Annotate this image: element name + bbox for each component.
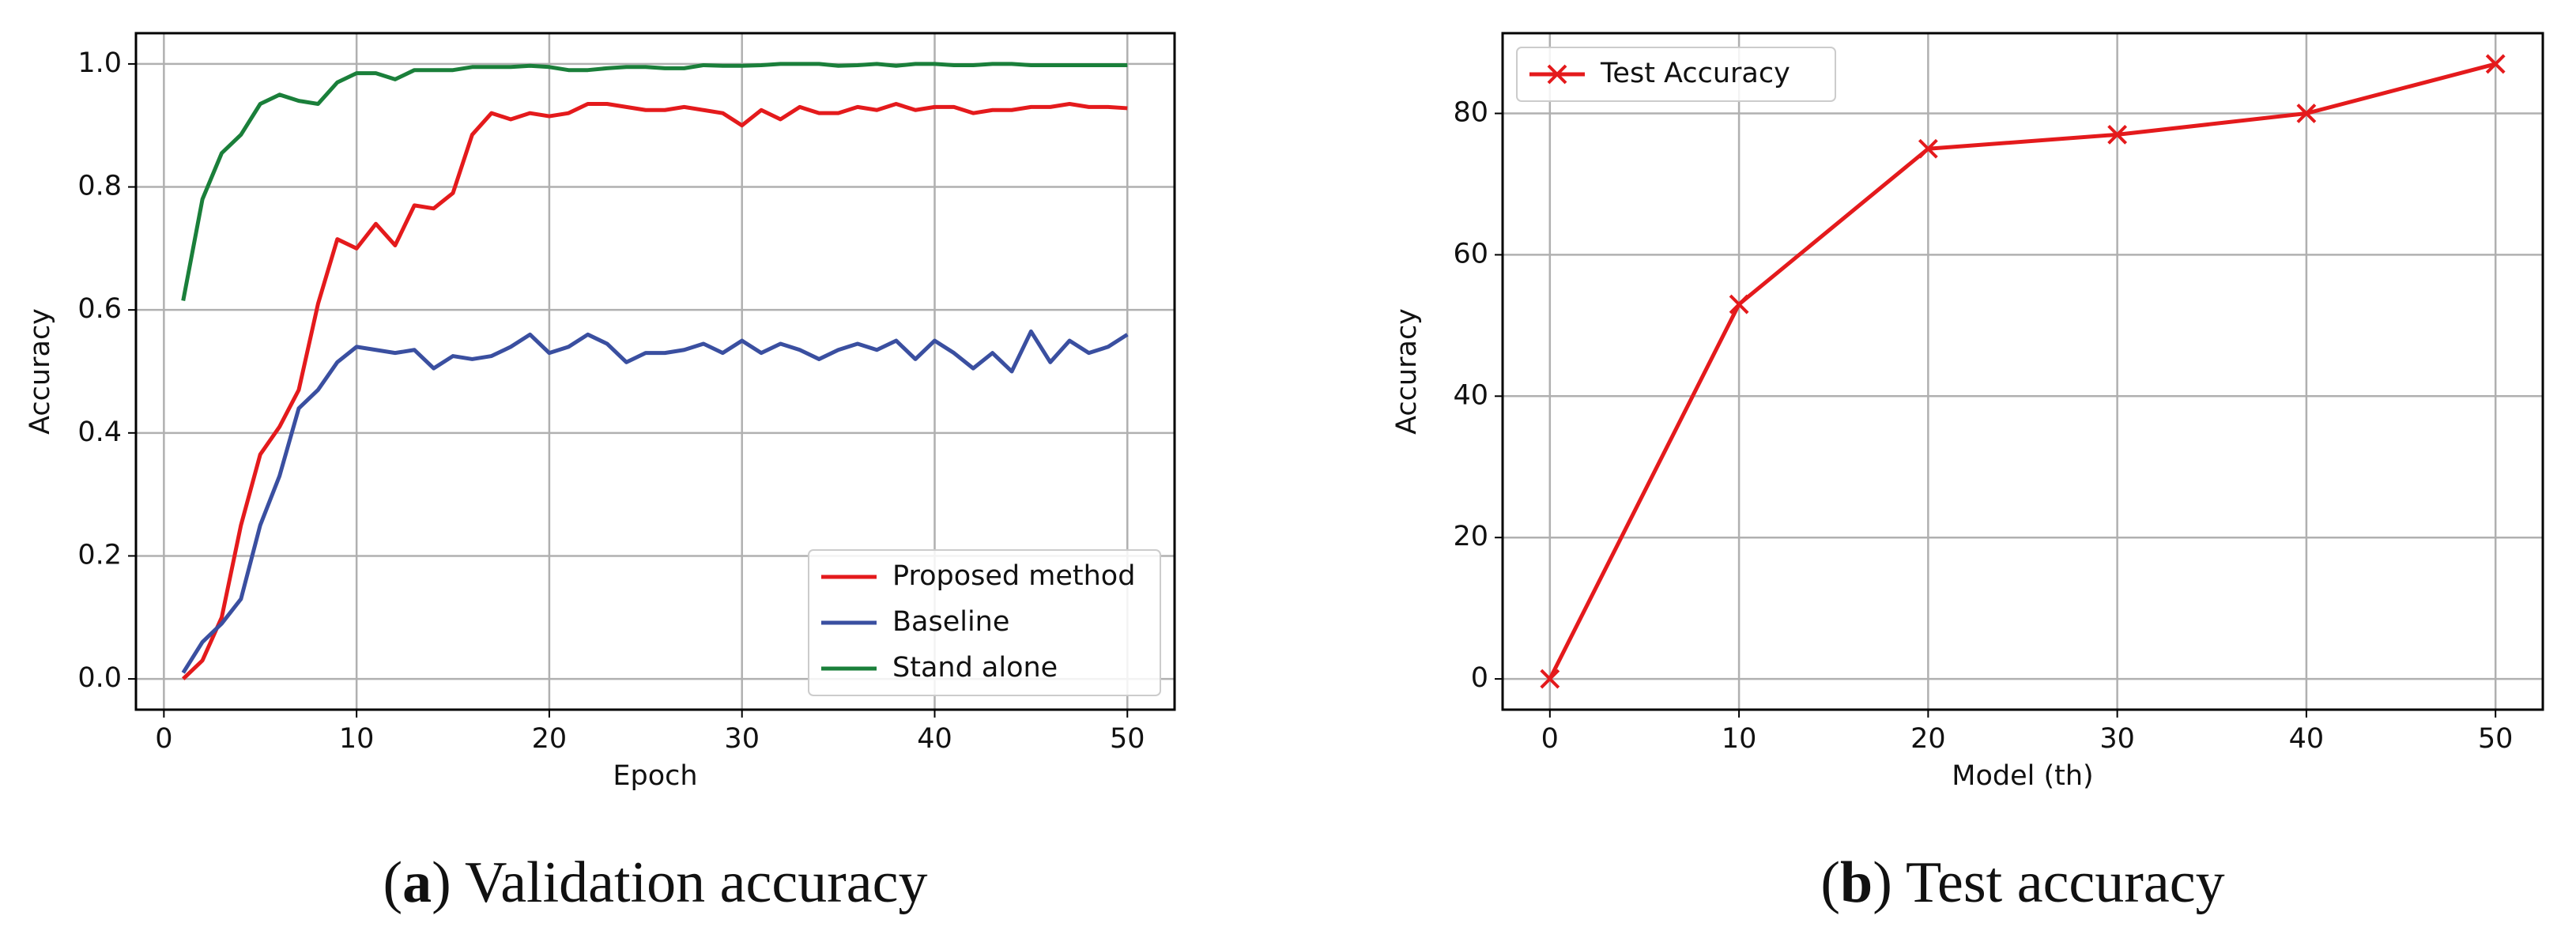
legend: Proposed method Baseline Stand alone (808, 549, 1161, 696)
x-axis-label: Epoch (613, 760, 697, 792)
series-line (181, 101, 1128, 680)
x-tick-label: 40 (2289, 723, 2325, 755)
caption-part: ) Test accuracy (1873, 850, 2224, 915)
series-line (1548, 62, 2496, 680)
y-tick-label: 80 (1453, 97, 1488, 129)
series-line (181, 329, 1129, 674)
marker (2296, 104, 2317, 123)
series-line (181, 62, 1128, 301)
y-tick-label: 0.8 (77, 171, 122, 202)
caption: (a) Validation accuracy (383, 850, 928, 915)
legend-marker (1547, 64, 1567, 85)
legend-label: Proposed method (892, 560, 1135, 592)
x-tick-label: 40 (917, 723, 952, 755)
x-tick-label: 30 (2099, 723, 2135, 755)
x-tick-label: 50 (1110, 723, 1145, 755)
x-tick-label: 50 (2478, 723, 2514, 755)
y-tick-label: 40 (1453, 379, 1488, 411)
x-tick-label: 0 (1541, 723, 1559, 755)
y-tick-label: 0.2 (77, 539, 122, 571)
legend-label: Baseline (892, 606, 1009, 638)
y-tick-label: 1.0 (77, 47, 122, 79)
plot-frame (134, 32, 1176, 711)
legend-label: Test Accuracy (1600, 58, 1790, 89)
chart-panel: 0 20 40 60 80 0 10 20 30 40 50 Model (th) Accuracy Te… (1391, 32, 2544, 915)
x-tick-label: 20 (1910, 723, 1946, 755)
legend-label: Stand alone (892, 652, 1058, 684)
caption-part: ( (383, 850, 403, 915)
x-axis-label: Model (th) (1952, 760, 2093, 792)
legend-box (1516, 47, 1836, 102)
marker (2485, 54, 2506, 74)
y-tick-label: 0.6 (77, 293, 122, 325)
legend: Test Accuracy (1516, 47, 1836, 102)
y-tick-label: 20 (1453, 521, 1488, 552)
marker (1918, 138, 1938, 159)
x-tick-label: 10 (1722, 723, 1757, 755)
marker (1540, 669, 1560, 689)
chart-panel: 0.0 0.2 0.4 0.6 0.8 1.0 0 10 20 30 40 50 Epoch Accura… (25, 32, 1176, 915)
y-tick-label: 0.4 (77, 416, 122, 448)
x-tick-label: 20 (532, 723, 568, 755)
y-axis-label: Accuracy (1391, 308, 1423, 435)
y-tick-label: 0.0 (77, 662, 122, 694)
caption-part: a (402, 850, 432, 915)
caption-part: b (1840, 850, 1873, 915)
x-tick-label: 10 (339, 723, 375, 755)
y-axis-label: Accuracy (25, 308, 56, 435)
legend-box (808, 549, 1161, 696)
x-tick-label: 30 (724, 723, 760, 755)
plot-frame (1501, 32, 2544, 711)
marker (2107, 124, 2128, 145)
caption: (b) Test accuracy (1820, 850, 2224, 915)
y-tick-label: 60 (1453, 238, 1488, 269)
caption-part: ) Validation accuracy (432, 850, 927, 915)
caption-part: ( (1820, 850, 1840, 915)
x-tick-label: 0 (155, 723, 172, 755)
marker (1729, 294, 1749, 315)
y-tick-label: 0 (1471, 662, 1488, 694)
